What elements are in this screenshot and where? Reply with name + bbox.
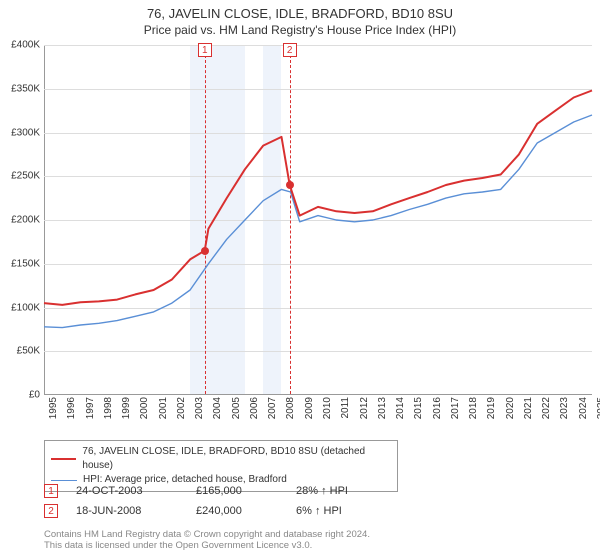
x-tick-label: 2000 <box>139 397 150 419</box>
transaction-row: 1 24-OCT-2003£165,00028% ↑ HPI <box>44 484 348 498</box>
legend-item: 76, JAVELIN CLOSE, IDLE, BRADFORD, BD10 … <box>51 445 391 473</box>
x-tick-label: 2008 <box>285 397 296 419</box>
x-tick-label: 2023 <box>559 397 570 419</box>
transaction-date: 18-JUN-2008 <box>76 505 196 517</box>
x-tick-label: 2010 <box>322 397 333 419</box>
attribution-line-2: This data is licensed under the Open Gov… <box>44 540 370 551</box>
x-tick-label: 2016 <box>432 397 443 419</box>
x-tick-label: 2006 <box>249 397 260 419</box>
sale-dot <box>201 247 209 255</box>
y-tick-label: £100K <box>11 302 40 313</box>
y-tick-label: £50K <box>17 346 40 357</box>
attribution-line-1: Contains HM Land Registry data © Crown c… <box>44 529 370 540</box>
title-main: 76, JAVELIN CLOSE, IDLE, BRADFORD, BD10 … <box>0 6 600 21</box>
transaction-row: 2 18-JUN-2008£240,0006% ↑ HPI <box>44 504 342 518</box>
sale-dot <box>286 181 294 189</box>
x-tick-label: 2011 <box>340 397 351 419</box>
x-tick-label: 2019 <box>486 397 497 419</box>
y-tick-label: £200K <box>11 215 40 226</box>
transaction-delta: 28% ↑ HPI <box>296 485 348 497</box>
transaction-marker: 1 <box>44 484 58 498</box>
x-tick-label: 2021 <box>523 397 534 419</box>
x-tick-label: 1996 <box>66 397 77 419</box>
chart-area: £0£50K£100K£150K£200K£250K£300K£350K£400… <box>44 45 592 395</box>
title-sub: Price paid vs. HM Land Registry's House … <box>0 23 600 37</box>
x-tick-label: 1999 <box>121 397 132 419</box>
x-tick-label: 2003 <box>194 397 205 419</box>
sale-marker-box: 1 <box>198 43 212 57</box>
sale-marker-box: 2 <box>283 43 297 57</box>
x-tick-label: 2004 <box>212 397 223 419</box>
x-tick-label: 2013 <box>377 397 388 419</box>
legend-swatch <box>51 458 76 460</box>
x-tick-label: 2018 <box>468 397 479 419</box>
x-tick-label: 2009 <box>304 397 315 419</box>
x-tick-label: 2012 <box>359 397 370 419</box>
x-tick-label: 2022 <box>541 397 552 419</box>
y-tick-label: £300K <box>11 127 40 138</box>
transaction-marker: 2 <box>44 504 58 518</box>
transaction-price: £240,000 <box>196 505 296 517</box>
x-tick-label: 1997 <box>85 397 96 419</box>
y-tick-label: £0 <box>29 390 40 401</box>
transaction-price: £165,000 <box>196 485 296 497</box>
x-tick-label: 2007 <box>267 397 278 419</box>
x-tick-label: 2025 <box>596 397 600 419</box>
x-tick-label: 2002 <box>176 397 187 419</box>
x-tick-label: 2005 <box>231 397 242 419</box>
title-block: 76, JAVELIN CLOSE, IDLE, BRADFORD, BD10 … <box>0 0 600 37</box>
x-tick-label: 2001 <box>158 397 169 419</box>
x-tick-label: 2017 <box>450 397 461 419</box>
x-tick-label: 1995 <box>48 397 59 419</box>
x-tick-label: 1998 <box>103 397 114 419</box>
chart-lines <box>44 45 592 395</box>
x-tick-label: 2015 <box>413 397 424 419</box>
y-tick-label: £400K <box>11 40 40 51</box>
legend-swatch <box>51 480 77 481</box>
x-tick-label: 2014 <box>395 397 406 419</box>
y-tick-label: £350K <box>11 83 40 94</box>
attribution: Contains HM Land Registry data © Crown c… <box>44 529 370 551</box>
y-tick-label: £150K <box>11 258 40 269</box>
series-line-property <box>44 91 592 305</box>
x-tick-label: 2024 <box>578 397 589 419</box>
transaction-date: 24-OCT-2003 <box>76 485 196 497</box>
y-tick-label: £250K <box>11 171 40 182</box>
x-tick-label: 2020 <box>505 397 516 419</box>
series-line-hpi <box>44 115 592 328</box>
legend-label: 76, JAVELIN CLOSE, IDLE, BRADFORD, BD10 … <box>82 445 391 473</box>
transaction-delta: 6% ↑ HPI <box>296 505 342 517</box>
